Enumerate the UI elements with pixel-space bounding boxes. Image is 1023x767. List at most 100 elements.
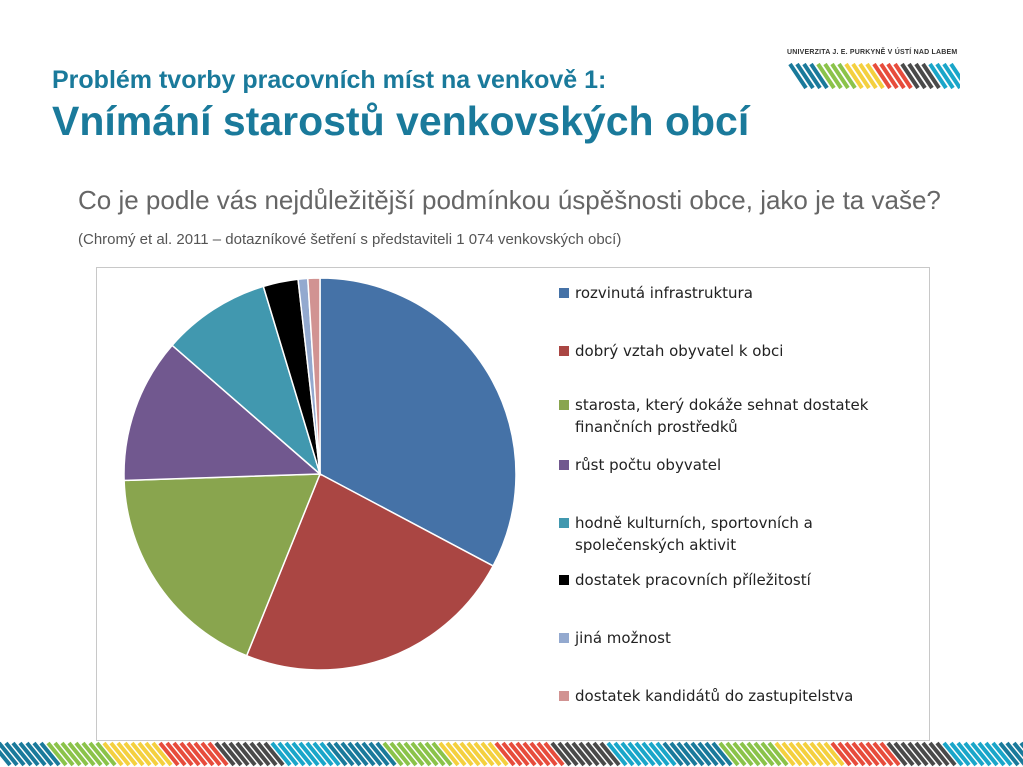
pie-chart-panel: rozvinutá infrastruktura dobrý vztah obyv…: [96, 267, 930, 741]
stripe: [711, 741, 733, 767]
stripe: [669, 741, 691, 767]
stripe: [865, 62, 885, 90]
stripe: [263, 741, 285, 767]
stripe: [501, 741, 523, 767]
stripe: [606, 741, 628, 767]
stripe: [417, 741, 439, 767]
stripe: [326, 741, 348, 767]
stripe: [886, 741, 908, 767]
stripe: [340, 741, 362, 767]
stripe: [963, 741, 985, 767]
legend-label: dostatek pracovních příležitostí: [575, 571, 811, 589]
stripe: [872, 741, 894, 767]
stripe: [207, 741, 229, 767]
stripe: [886, 62, 906, 90]
stripe: [970, 741, 992, 767]
stripe: [879, 741, 901, 767]
stripe: [354, 741, 376, 767]
legend-swatch: [559, 288, 569, 298]
stripe: [809, 62, 829, 90]
legend-swatch: [559, 346, 569, 356]
stripe: [571, 741, 593, 767]
stripe: [130, 741, 152, 767]
stripe: [620, 741, 642, 767]
pie-chart: [123, 277, 517, 671]
stripe: [795, 62, 815, 90]
stripe: [144, 741, 166, 767]
stripe: [480, 741, 502, 767]
legend-label: jiná možnost: [575, 629, 671, 647]
stripe: [494, 741, 516, 767]
legend-item: jiná možnost: [559, 627, 671, 649]
stripe: [116, 741, 138, 767]
legend-swatch: [559, 691, 569, 701]
stripe: [123, 741, 145, 767]
stripe: [599, 741, 621, 767]
stripe: [683, 741, 705, 767]
stripe: [179, 741, 201, 767]
stripe: [368, 741, 390, 767]
legend-item: dobrý vztah obyvatel k obci: [559, 340, 783, 362]
stripe: [25, 741, 47, 767]
stripe: [914, 62, 934, 90]
stripe: [641, 741, 663, 767]
stripe: [592, 741, 614, 767]
pie-slice-2: [245, 472, 495, 671]
stripe: [193, 741, 215, 767]
stripe: [564, 741, 586, 767]
stripe: [753, 741, 775, 767]
stripe: [977, 741, 999, 767]
legend-swatch: [559, 575, 569, 585]
stripe: [648, 741, 670, 767]
stripe: [921, 741, 943, 767]
stripe: [900, 741, 922, 767]
legend-swatch: [559, 460, 569, 470]
stripe: [956, 741, 978, 767]
slide-title-line1: Problém tvorby pracovních míst na venkov…: [52, 66, 607, 94]
bottom-decorative-stripes: [0, 741, 1023, 767]
stripe: [662, 741, 684, 767]
stripe: [914, 741, 936, 767]
stripe: [473, 741, 495, 767]
stripe: [872, 62, 892, 90]
stripe: [557, 741, 579, 767]
stripe: [865, 741, 887, 767]
stripe: [802, 62, 822, 90]
stripe: [270, 741, 292, 767]
stripe: [214, 741, 236, 767]
stripe: [893, 741, 915, 767]
slide-title-line2: Vnímání starostů venkovských obcí: [52, 98, 750, 144]
stripe: [81, 741, 103, 767]
stripe: [816, 741, 838, 767]
legend-item: starosta, který dokáže sehnat dostatek f…: [559, 394, 919, 438]
stripe: [74, 741, 96, 767]
stripe: [88, 741, 110, 767]
stripe: [529, 741, 551, 767]
stripe: [690, 741, 712, 767]
pie-slice-1: [319, 277, 517, 567]
stripe: [0, 749, 12, 767]
stripe: [228, 741, 250, 767]
question-main: Co je podle vás nejdůležitější podmínkou…: [78, 185, 941, 215]
university-logo-text: UNIVERZITA J. E. PURKYNĚ V ÚSTÍ NAD LABE…: [787, 49, 958, 56]
stripe: [774, 741, 796, 767]
stripe: [39, 741, 61, 767]
stripe: [935, 741, 957, 767]
stripe: [466, 741, 488, 767]
stripe: [767, 741, 789, 767]
stripe: [1012, 741, 1023, 758]
legend-label: starosta, který dokáže sehnat dostatek f…: [575, 396, 869, 436]
stripe: [550, 741, 572, 767]
stripe: [634, 741, 656, 767]
question-text: Co je podle vás nejdůležitější podmínkou…: [78, 183, 978, 257]
legend-swatch: [559, 633, 569, 643]
stripe: [830, 741, 852, 767]
legend-item: rozvinutá infrastruktura: [559, 282, 753, 304]
stripe: [781, 741, 803, 767]
stripe: [221, 741, 243, 767]
stripe: [277, 741, 299, 767]
stripe: [746, 741, 768, 767]
legend-item: hodně kulturních, sportovních a společen…: [559, 512, 919, 556]
stripe: [732, 741, 754, 767]
pie-slice-4: [123, 344, 322, 482]
